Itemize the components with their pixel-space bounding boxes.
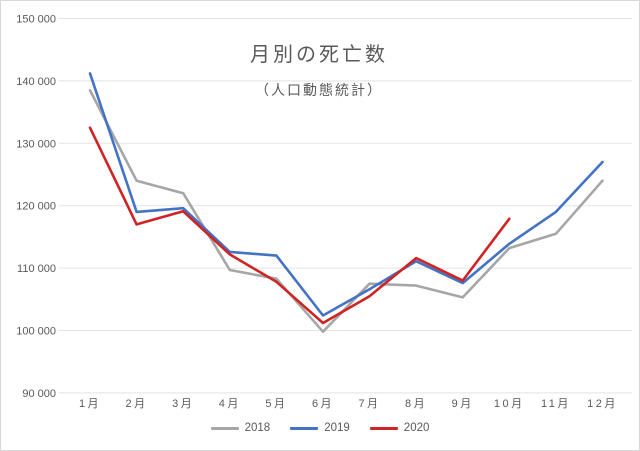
x-axis-label: 1月 bbox=[79, 398, 101, 410]
legend-line-swatch-2020 bbox=[369, 426, 398, 430]
x-axis-label: 3月 bbox=[172, 398, 194, 410]
x-axis-label: 9月 bbox=[452, 398, 474, 410]
x-axis-label: 12月 bbox=[587, 398, 618, 410]
chart-title: 月別の死亡数 bbox=[250, 43, 388, 66]
series-line-2018 bbox=[88, 89, 604, 334]
x-axis-label: 7月 bbox=[358, 398, 380, 410]
x-axis-label: 10月 bbox=[494, 398, 525, 410]
y-axis-label: 150 000 bbox=[16, 14, 56, 26]
y-axis-label: 110 000 bbox=[17, 263, 56, 275]
legend-label: 2019 bbox=[324, 422, 350, 434]
y-axis-label: 130 000 bbox=[16, 138, 56, 150]
x-axis-label: 8月 bbox=[405, 398, 427, 410]
x-axis-label: 2月 bbox=[126, 398, 148, 410]
y-axis-label: 90 000 bbox=[22, 388, 56, 400]
series-line-2020 bbox=[88, 126, 511, 325]
y-axis-label: 100 000 bbox=[16, 326, 56, 338]
legend-line-swatch-2019 bbox=[290, 426, 319, 430]
legend-item-2018: 2018 bbox=[210, 422, 271, 434]
x-axis-label: 5月 bbox=[265, 398, 287, 410]
y-axis-label: 120 000 bbox=[16, 201, 56, 213]
series-lines bbox=[88, 72, 604, 334]
legend: 2018 2019 2020 bbox=[1, 422, 639, 434]
legend-label: 2020 bbox=[403, 422, 430, 434]
series-line-2019 bbox=[88, 72, 604, 317]
legend-item-2020: 2020 bbox=[369, 422, 430, 434]
legend-label: 2018 bbox=[244, 422, 271, 434]
x-axis-label: 6月 bbox=[312, 398, 334, 410]
chart-subtitle: （人口動態統計） bbox=[255, 82, 383, 98]
x-axis-label: 4月 bbox=[219, 398, 241, 410]
y-axis-label: 140 000 bbox=[16, 76, 56, 88]
legend-line-swatch-2018 bbox=[210, 426, 239, 430]
legend-item-2019: 2019 bbox=[290, 422, 350, 434]
gridlines bbox=[59, 18, 632, 394]
x-axis-label: 11月 bbox=[541, 398, 571, 410]
